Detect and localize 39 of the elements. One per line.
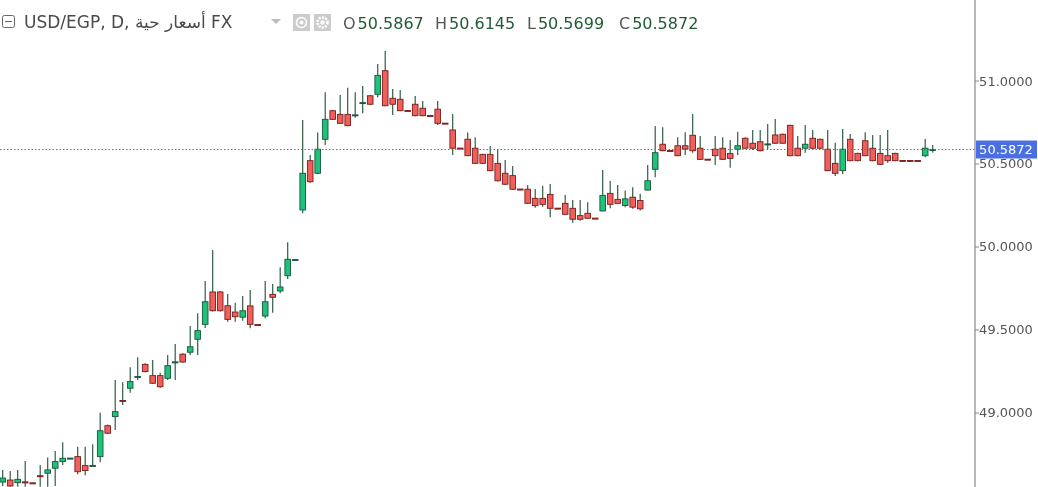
candlestick [734, 131, 741, 156]
candlestick [119, 381, 126, 406]
y-tick-label: 50.0000 [979, 239, 1033, 255]
candlestick [194, 312, 201, 356]
candlestick [261, 280, 269, 319]
candlestick [644, 164, 651, 192]
text: USD/EGP, D, أسعار حية FX [24, 11, 233, 32]
y-tick-label: 49.0000 [979, 405, 1033, 421]
candlestick [126, 366, 134, 394]
annotation: H50.6145 [435, 14, 516, 33]
candlestick [374, 63, 381, 98]
candlestick [599, 169, 606, 212]
candlestick [306, 154, 314, 184]
candlestick [269, 283, 276, 314]
candlestick [164, 354, 171, 381]
candlestick [171, 343, 179, 381]
y-tick-label: 51.0000 [979, 73, 1033, 89]
candlestick [351, 91, 359, 119]
candlestick [111, 379, 119, 431]
candlestick [201, 280, 209, 329]
annotation: L50.5699 [527, 14, 605, 33]
candlestick [651, 125, 659, 178]
candlestick [276, 266, 284, 294]
y-tick-label: 49.5000 [979, 322, 1033, 338]
candlestick [801, 124, 809, 154]
y-tick-label: 50.5000 [979, 156, 1033, 172]
candlestick [186, 325, 194, 356]
annotation: O50.5867 [343, 14, 424, 33]
candlestick [44, 457, 51, 487]
candlestick [764, 123, 771, 150]
annotation: C50.5872 [619, 14, 699, 33]
candlestick [839, 128, 846, 175]
candlestick [134, 356, 141, 381]
candlestick [359, 85, 366, 114]
candlestick [89, 443, 96, 467]
ref-line-label: 50.5872 [979, 142, 1033, 158]
candlestick [321, 91, 329, 146]
candlestick [239, 295, 246, 322]
candlestick [36, 464, 44, 487]
